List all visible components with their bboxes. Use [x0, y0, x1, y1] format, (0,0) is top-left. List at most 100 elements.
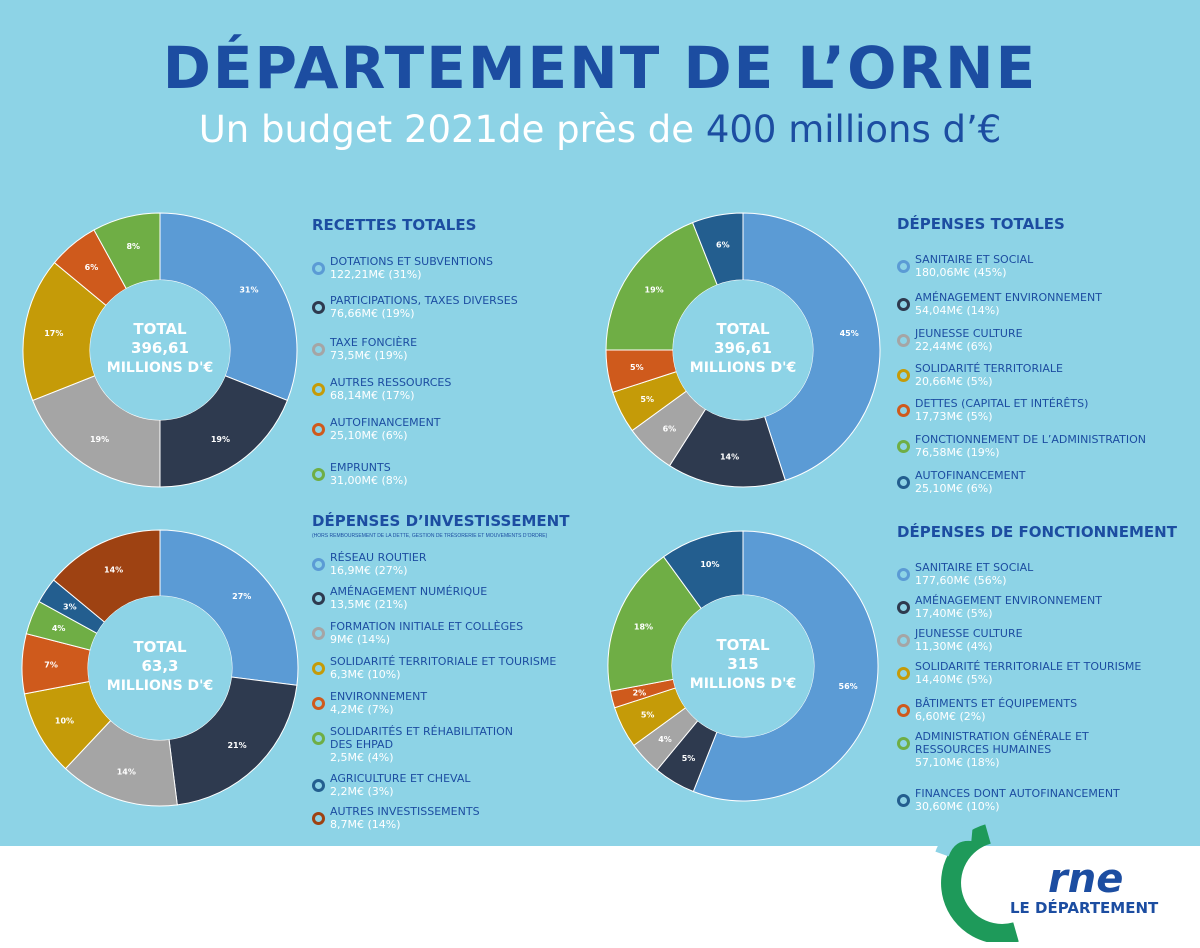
slice-label: 5%	[640, 395, 654, 404]
legend-ring-icon	[897, 634, 910, 647]
legend-label: AUTOFINANCEMENT	[915, 469, 1026, 482]
legend-label: FONCTIONNEMENT DE L’ADMINISTRATION	[915, 433, 1146, 446]
slice-label: 45%	[840, 329, 859, 338]
legend-ring-icon	[897, 601, 910, 614]
slice-label: 7%	[44, 661, 58, 670]
legend-item: PARTICIPATIONS, TAXES DIVERSES 76,66M€ (1…	[312, 294, 518, 321]
legend-label: JEUNESSE CULTURE	[915, 627, 1023, 640]
slice-label: 14%	[104, 565, 123, 574]
legend-item: AGRICULTURE ET CHEVAL 2,2M€ (3%)	[312, 772, 471, 799]
legend-ring-icon	[897, 369, 910, 382]
subtitle-year: 2021	[403, 108, 499, 151]
legend-label: FINANCES DONT AUTOFINANCEMENT	[915, 787, 1120, 800]
legend-value: 122,21M€ (31%)	[330, 268, 422, 281]
legend-label-line-2: RESSOURCES HUMAINES	[915, 743, 1052, 756]
legend-item: SOLIDARITÉ TERRITORIALE 20,66M€ (5%)	[897, 362, 1063, 389]
logo-wordmark: rne	[1048, 856, 1124, 902]
legend-ring-icon	[897, 476, 910, 489]
legend-ring-icon	[897, 334, 910, 347]
legend-ring-icon	[312, 558, 325, 571]
orne-logo-mark	[935, 824, 1019, 942]
legend-label: SOLIDARITÉS ET RÉHABILITATION	[330, 725, 513, 738]
legend-ring-icon	[897, 737, 910, 750]
legend-ring-icon	[312, 262, 325, 275]
legend-label: AMÉNAGEMENT NUMÉRIQUE	[330, 585, 488, 598]
legend-title: DÉPENSES D’INVESTISSEMENT	[312, 512, 570, 530]
subtitle-part-2: de près de	[498, 108, 706, 151]
legend-item: FORMATION INITIALE ET COLLÈGES 9M€ (14%)	[312, 620, 523, 647]
legend-ring-icon	[312, 343, 325, 356]
legend-label: DOTATIONS ET SUBVENTIONS	[330, 255, 493, 268]
legend-ring-icon	[897, 704, 910, 717]
slice-label: 14%	[117, 768, 136, 777]
donut-hole	[90, 280, 230, 420]
legend-value: 20,66M€ (5%)	[915, 375, 993, 388]
slice-label: 27%	[232, 592, 251, 601]
legend-ring-icon	[897, 794, 910, 807]
logo-green-arc	[941, 824, 1019, 942]
legend-value: 6,60M€ (2%)	[915, 710, 986, 723]
legend-value: 30,60M€ (10%)	[915, 800, 1000, 813]
legend-label: EMPRUNTS	[330, 461, 391, 474]
legend-value: 22,44M€ (6%)	[915, 340, 993, 353]
legend-value: 13,5M€ (21%)	[330, 598, 408, 611]
legend-item: AUTRES INVESTISSEMENTS 8,7M€ (14%)	[312, 805, 480, 832]
donut-center-line-1: TOTAL	[716, 636, 770, 654]
donut-center-line-2: 396,61	[714, 339, 772, 357]
legend-ring-icon	[312, 732, 325, 745]
donut-hole	[673, 280, 813, 420]
legend-item: SOLIDARITÉ TERRITORIALE ET TOURISME 14,40…	[897, 660, 1141, 687]
legend-label: RÉSEAU ROUTIER	[330, 551, 427, 564]
legend-value: 8,7M€ (14%)	[330, 818, 401, 831]
legend-value: 4,2M€ (7%)	[330, 703, 394, 716]
legend-item: AMÉNAGEMENT ENVIRONNEMENT 17,40M€ (5%)	[897, 594, 1102, 621]
legend-ring-icon	[312, 779, 325, 792]
legend-value: 2,5M€ (4%)	[330, 751, 394, 764]
donut-center-line-1: TOTAL	[716, 320, 770, 338]
legend-label: AUTOFINANCEMENT	[330, 416, 441, 429]
legend-value: 16,9M€ (27%)	[330, 564, 408, 577]
legend-value: 25,10M€ (6%)	[915, 482, 993, 495]
legend-label: SOLIDARITÉ TERRITORIALE ET TOURISME	[915, 660, 1142, 673]
donut-center-line-3: MILLIONS D'€	[107, 678, 213, 694]
donut-center-line-2: 63,3	[141, 657, 178, 675]
legend-ring-icon	[312, 662, 325, 675]
legend-value: 2,2M€ (3%)	[330, 785, 394, 798]
legend-title: DÉPENSES TOTALES	[897, 215, 1065, 233]
donut-center-line-3: MILLIONS D'€	[107, 360, 213, 376]
legend-item: ENVIRONNEMENT 4,2M€ (7%)	[312, 690, 427, 717]
legend-value: 14,40M€ (5%)	[915, 673, 993, 686]
legend-item: JEUNESSE CULTURE 22,44M€ (6%)	[897, 327, 1023, 354]
logo-tagline: LE DÉPARTEMENT	[1010, 899, 1159, 917]
slice-label: 6%	[663, 424, 677, 433]
legend-value: 54,04M€ (14%)	[915, 304, 1000, 317]
legend-item: AUTOFINANCEMENT 25,10M€ (6%)	[897, 469, 1026, 496]
donut-hole	[88, 596, 232, 740]
slice-label: 3%	[63, 603, 77, 612]
legend-item: AMÉNAGEMENT NUMÉRIQUE 13,5M€ (21%)	[312, 585, 487, 612]
legend-ring-icon	[897, 404, 910, 417]
legend-item: BÂTIMENTS ET ÉQUIPEMENTS 6,60M€ (2%)	[897, 697, 1077, 724]
donut-center-line-1: TOTAL	[133, 638, 187, 656]
legend-value: 6,3M€ (10%)	[330, 668, 401, 681]
donut-center-line-2: 315	[727, 655, 758, 673]
legend-label: AUTRES INVESTISSEMENTS	[330, 805, 480, 818]
legend-item: SOLIDARITÉS ET RÉHABILITATION DES EHPAD 2,…	[312, 725, 513, 765]
legend-value: 25,10M€ (6%)	[330, 429, 408, 442]
slice-label: 17%	[44, 329, 63, 338]
legend-item: AUTOFINANCEMENT 25,10M€ (6%)	[312, 416, 441, 443]
legend-title: DÉPENSES DE FONCTIONNEMENT	[897, 523, 1177, 541]
legend-item: SANITAIRE ET SOCIAL 180,06M€ (45%)	[897, 253, 1033, 280]
slice-label: 56%	[839, 682, 858, 691]
legend-value: 73,5M€ (19%)	[330, 349, 408, 362]
legend-value: 68,14M€ (17%)	[330, 389, 415, 402]
slice-label: 5%	[682, 754, 696, 763]
legend-item: SANITAIRE ET SOCIAL 177,60M€ (56%)	[897, 561, 1033, 588]
legend-label: AMÉNAGEMENT ENVIRONNEMENT	[915, 594, 1102, 607]
legend-item: AMÉNAGEMENT ENVIRONNEMENT 54,04M€ (14%)	[897, 291, 1102, 318]
legend-item: SOLIDARITÉ TERRITORIALE ET TOURISME 6,3M€…	[312, 655, 556, 682]
legend-item: DETTES (CAPITAL ET INTÉRÊTS) 17,73M€ (5%)	[897, 397, 1088, 424]
legend-label: PARTICIPATIONS, TAXES DIVERSES	[330, 294, 518, 307]
page-subtitle: Un budget 2021de près de 400 millions d’…	[0, 108, 1200, 151]
